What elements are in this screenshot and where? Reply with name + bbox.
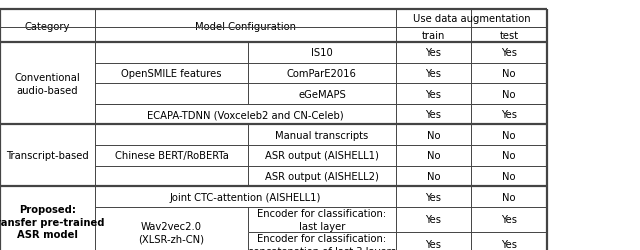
Text: eGeMAPS: eGeMAPS: [298, 89, 346, 99]
Text: Wav2vec2.0
(XLSR-zh-CN): Wav2vec2.0 (XLSR-zh-CN): [138, 221, 205, 243]
Text: Yes: Yes: [426, 110, 442, 120]
Text: Yes: Yes: [426, 69, 442, 79]
Text: Conventional
audio-based: Conventional audio-based: [15, 73, 80, 95]
Text: No: No: [502, 69, 516, 79]
Text: ASR output (AISHELL1): ASR output (AISHELL1): [265, 151, 379, 161]
Text: No: No: [502, 192, 516, 202]
Text: No: No: [426, 171, 440, 181]
Text: Chinese BERT/RoBERTa: Chinese BERT/RoBERTa: [115, 151, 228, 161]
Text: Yes: Yes: [501, 214, 517, 224]
Text: Yes: Yes: [501, 110, 517, 120]
Text: No: No: [502, 130, 516, 140]
Text: ComParE2016: ComParE2016: [287, 69, 357, 79]
Text: Yes: Yes: [501, 48, 517, 58]
Text: No: No: [502, 171, 516, 181]
Text: Yes: Yes: [501, 240, 517, 250]
Text: Model Configuration: Model Configuration: [195, 22, 296, 32]
Text: Encoder for classification:
last layer: Encoder for classification: last layer: [257, 208, 387, 231]
Text: ECAPA-TDNN (Voxceleb2 and CN-Celeb): ECAPA-TDNN (Voxceleb2 and CN-Celeb): [147, 110, 344, 120]
Text: Joint CTC-attention (AISHELL1): Joint CTC-attention (AISHELL1): [170, 192, 321, 202]
Text: Yes: Yes: [426, 214, 442, 224]
Text: Yes: Yes: [426, 192, 442, 202]
Text: test: test: [500, 30, 518, 40]
Text: Encoder for classification:
concatenation of last 3 layers: Encoder for classification: concatenatio…: [248, 233, 396, 250]
Text: train: train: [422, 30, 445, 40]
Text: ASR output (AISHELL2): ASR output (AISHELL2): [265, 171, 379, 181]
Text: No: No: [502, 89, 516, 99]
Text: Category: Category: [25, 22, 70, 32]
Text: Manual transcripts: Manual transcripts: [275, 130, 369, 140]
Text: No: No: [426, 151, 440, 161]
Text: Yes: Yes: [426, 48, 442, 58]
Text: Proposed:
transfer pre-trained
ASR model: Proposed: transfer pre-trained ASR model: [0, 204, 104, 239]
Text: Yes: Yes: [426, 89, 442, 99]
Text: No: No: [502, 151, 516, 161]
Text: Yes: Yes: [426, 240, 442, 250]
Text: IS10: IS10: [311, 48, 333, 58]
Text: Transcript-based: Transcript-based: [6, 151, 89, 161]
Text: Use data augmentation: Use data augmentation: [413, 14, 530, 24]
Text: OpenSMILE features: OpenSMILE features: [121, 69, 222, 79]
Text: No: No: [426, 130, 440, 140]
